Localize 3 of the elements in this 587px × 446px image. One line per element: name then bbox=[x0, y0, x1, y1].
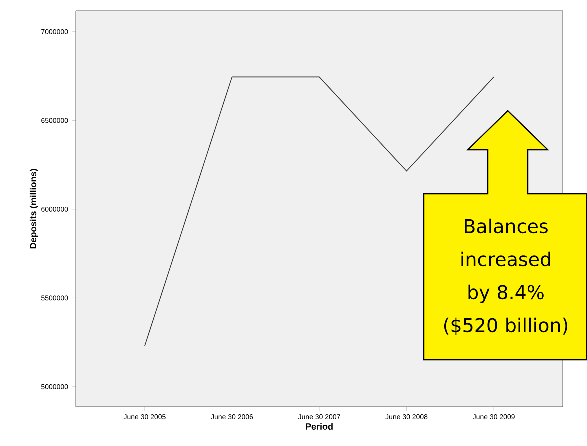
y-axis-title: Deposits (millions) bbox=[30, 169, 38, 249]
x-axis-title: Period bbox=[306, 423, 333, 430]
annotation: Balances increased by 8.4% ($520 billion) bbox=[444, 218, 568, 336]
